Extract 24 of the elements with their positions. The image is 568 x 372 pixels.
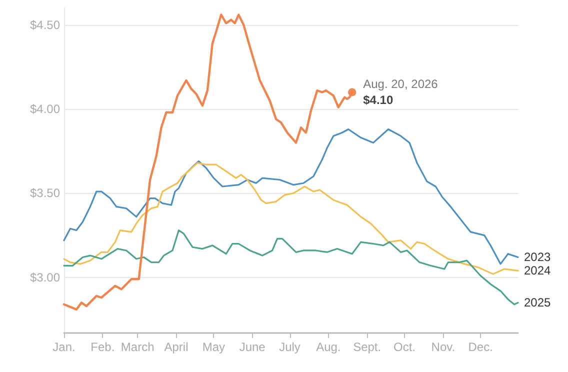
- x-tick-label: Aug.: [316, 340, 341, 354]
- x-tick-label: Nov.: [431, 340, 456, 354]
- x-tick-label: June: [239, 340, 266, 354]
- series-label: 2023: [524, 250, 552, 264]
- line-series: [63, 229, 519, 306]
- x-tick-label: Feb.: [90, 340, 115, 354]
- x-tick-label: Oct.: [393, 340, 416, 354]
- annotation: Aug. 20, 2026: [363, 77, 438, 92]
- y-tick-label: $3.00: [30, 270, 60, 284]
- y-tick-label: $4.00: [30, 102, 60, 116]
- x-tick-label: Sept.: [353, 340, 382, 354]
- x-tick-label: Dec.: [468, 340, 493, 354]
- series-label: 2025: [524, 296, 552, 310]
- series-label: 2024: [524, 264, 552, 278]
- line-series: [63, 128, 519, 265]
- y-tick-label: $3.50: [30, 186, 60, 200]
- x-tick-label: July: [279, 340, 300, 354]
- x-tick-label: May: [202, 340, 226, 354]
- annotation: $4.10: [363, 93, 394, 108]
- line-series: [63, 162, 519, 275]
- y-tick-label: $4.50: [30, 18, 60, 32]
- x-tick-label: Jan.: [52, 340, 76, 354]
- x-tick-label: April: [164, 340, 188, 354]
- x-tick-label: March: [120, 340, 154, 354]
